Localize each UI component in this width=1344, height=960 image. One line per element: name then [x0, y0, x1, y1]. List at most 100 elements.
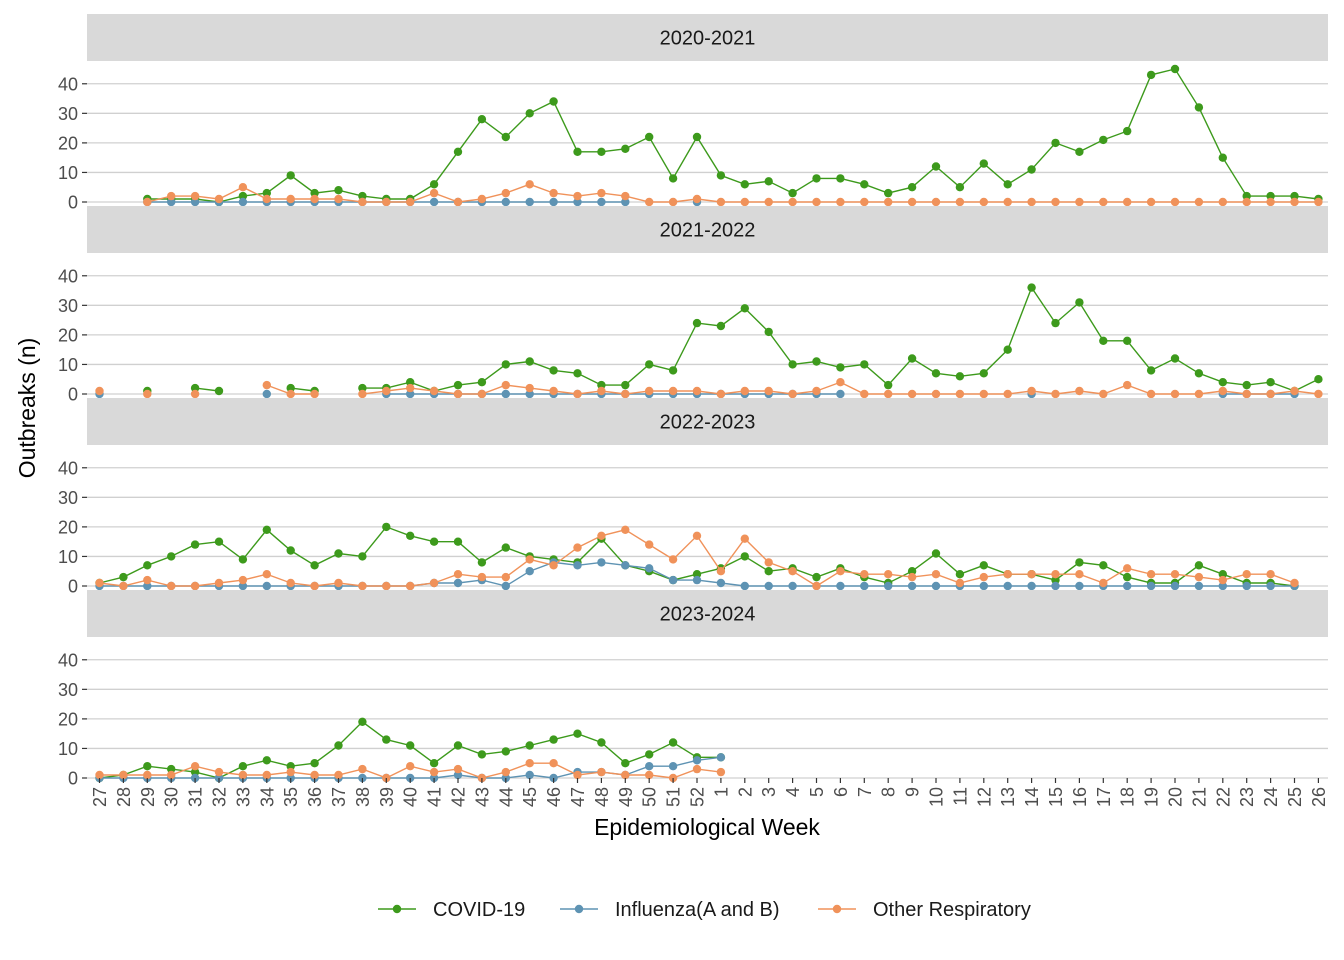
data-point-other	[214, 767, 224, 777]
data-point-other	[1194, 572, 1204, 582]
data-point-flu	[645, 564, 654, 573]
data-point-covid	[788, 188, 797, 198]
data-point-covid	[1075, 298, 1084, 307]
x-tick-label: 34	[257, 787, 277, 807]
x-tick-label: 12	[974, 787, 994, 807]
x-tick-label: 2	[735, 787, 755, 797]
data-point-covid	[1099, 336, 1108, 345]
legend-label: Influenza(A and B)	[615, 899, 780, 921]
data-point-other	[453, 389, 463, 399]
x-tick-label: 8	[879, 787, 899, 797]
data-point-covid	[167, 764, 176, 774]
data-point-other	[955, 578, 965, 588]
data-point-covid	[1170, 354, 1180, 363]
data-point-covid	[310, 759, 319, 768]
data-point-other	[501, 380, 510, 390]
data-point-covid	[955, 570, 965, 579]
data-point-covid	[214, 537, 224, 546]
panel-2023-2024: 2023-2024 0 10 20 30 40	[58, 590, 1328, 789]
data-point-other	[668, 197, 678, 207]
data-point-covid	[597, 738, 606, 747]
data-point-covid	[621, 759, 630, 768]
x-tick-label: 52	[688, 787, 708, 807]
data-point-covid	[549, 735, 558, 744]
legend-item-other: Other Respiratory	[818, 899, 1031, 921]
y-tick-label: 30	[58, 488, 78, 508]
panel-2022-2023: 2022-2023 0 10 20 30 40	[58, 398, 1328, 597]
data-point-flu	[238, 581, 248, 591]
data-point-flu	[1146, 581, 1156, 591]
data-point-covid	[1242, 191, 1251, 201]
data-point-other	[573, 191, 582, 201]
data-point-covid	[477, 558, 487, 567]
x-tick-label: 30	[162, 787, 182, 807]
data-point-flu	[167, 197, 176, 207]
data-point-other	[907, 389, 917, 399]
x-axis-title: Epidemiological Week	[594, 814, 820, 840]
data-point-other	[884, 197, 893, 207]
data-point-covid	[812, 572, 821, 582]
data-point-covid	[190, 540, 200, 549]
legend-item-covid: COVID-19	[378, 899, 525, 921]
data-point-covid	[501, 747, 510, 756]
series-other	[95, 378, 1323, 399]
data-point-other	[334, 770, 343, 780]
data-point-other	[143, 389, 152, 399]
data-point-covid	[1242, 380, 1251, 390]
data-point-flu	[1027, 581, 1036, 591]
data-point-other	[836, 378, 845, 387]
data-point-covid	[238, 555, 248, 564]
data-point-covid	[143, 762, 152, 771]
data-point-other	[549, 561, 558, 570]
data-point-other	[358, 197, 367, 207]
y-tick-label: 30	[58, 296, 78, 316]
data-point-covid	[931, 549, 941, 558]
data-point-other	[310, 389, 319, 399]
data-point-other	[597, 386, 606, 396]
data-point-covid	[884, 380, 893, 390]
data-point-covid	[525, 357, 534, 366]
data-point-covid	[358, 191, 367, 201]
facet-panels: 2020-20210102030402021-20220102030402022…	[58, 14, 1328, 789]
data-point-other	[143, 197, 152, 207]
data-point-other	[1027, 570, 1036, 579]
x-tick-label: 18	[1118, 787, 1138, 807]
data-point-covid	[190, 767, 200, 777]
data-point-other	[1099, 389, 1108, 399]
data-point-other	[692, 531, 702, 540]
data-point-other	[525, 555, 534, 564]
data-point-other	[1051, 197, 1060, 207]
data-point-flu	[190, 197, 200, 207]
data-point-covid	[453, 741, 463, 750]
data-point-covid	[238, 762, 248, 771]
y-tick-label: 20	[58, 133, 78, 153]
data-point-flu	[1218, 581, 1228, 591]
data-point-other	[740, 534, 749, 543]
data-point-other	[525, 383, 534, 393]
x-tick-label: 45	[520, 787, 540, 807]
data-point-flu	[453, 770, 463, 780]
data-point-other	[573, 770, 582, 780]
data-point-other	[406, 581, 415, 591]
data-point-other	[1290, 197, 1299, 207]
data-point-covid	[286, 383, 295, 393]
data-point-covid	[812, 357, 821, 366]
data-point-covid	[1003, 180, 1012, 189]
data-point-flu	[907, 581, 917, 591]
data-point-other	[143, 770, 152, 780]
x-tick-label: 49	[616, 787, 636, 807]
y-tick-label: 20	[58, 325, 78, 345]
data-point-other	[812, 197, 821, 207]
data-point-covid	[860, 180, 869, 189]
data-point-flu	[788, 581, 797, 591]
facet-strip	[87, 398, 1328, 445]
series-line	[362, 286, 1319, 392]
y-tick-label: 20	[58, 517, 78, 537]
data-point-other	[860, 197, 869, 207]
data-point-flu	[860, 581, 869, 591]
data-point-covid	[1003, 345, 1012, 354]
x-tick-label: 5	[807, 787, 827, 797]
x-tick-label: 25	[1285, 787, 1305, 807]
x-tick-label: 21	[1189, 787, 1209, 807]
data-point-other	[668, 555, 678, 564]
